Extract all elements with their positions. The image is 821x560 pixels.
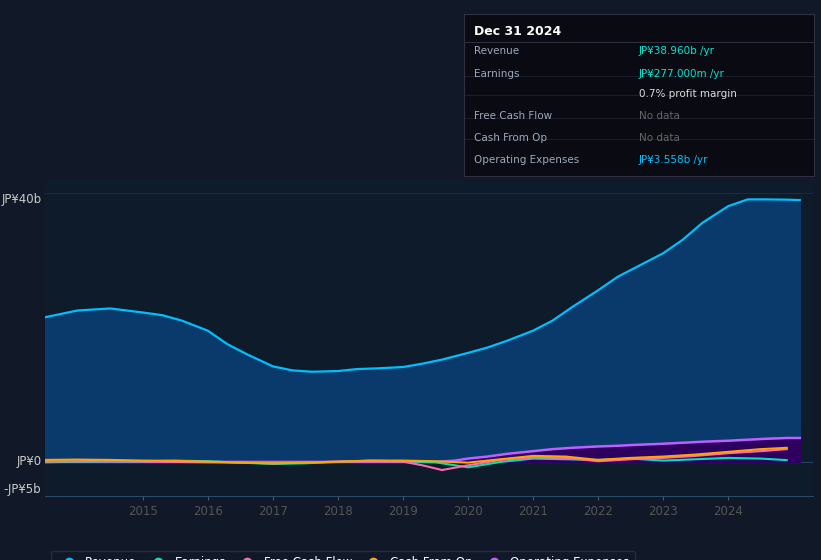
Text: JP¥3.558b /yr: JP¥3.558b /yr	[639, 155, 709, 165]
Text: JP¥40b: JP¥40b	[1, 193, 41, 206]
Text: Revenue: Revenue	[475, 46, 520, 57]
Text: 0.7% profit margin: 0.7% profit margin	[639, 88, 736, 99]
Text: JP¥277.000m /yr: JP¥277.000m /yr	[639, 69, 725, 79]
Text: No data: No data	[639, 111, 680, 122]
Text: JP¥38.960b /yr: JP¥38.960b /yr	[639, 46, 715, 57]
Text: JP¥0: JP¥0	[16, 455, 41, 469]
Text: Free Cash Flow: Free Cash Flow	[475, 111, 553, 122]
Text: Operating Expenses: Operating Expenses	[475, 155, 580, 165]
Text: No data: No data	[639, 133, 680, 143]
Text: Cash From Op: Cash From Op	[475, 133, 548, 143]
Text: Dec 31 2024: Dec 31 2024	[475, 25, 562, 39]
Legend: Revenue, Earnings, Free Cash Flow, Cash From Op, Operating Expenses: Revenue, Earnings, Free Cash Flow, Cash …	[51, 550, 635, 560]
Text: Earnings: Earnings	[475, 69, 520, 79]
Text: -JP¥5b: -JP¥5b	[3, 483, 41, 496]
